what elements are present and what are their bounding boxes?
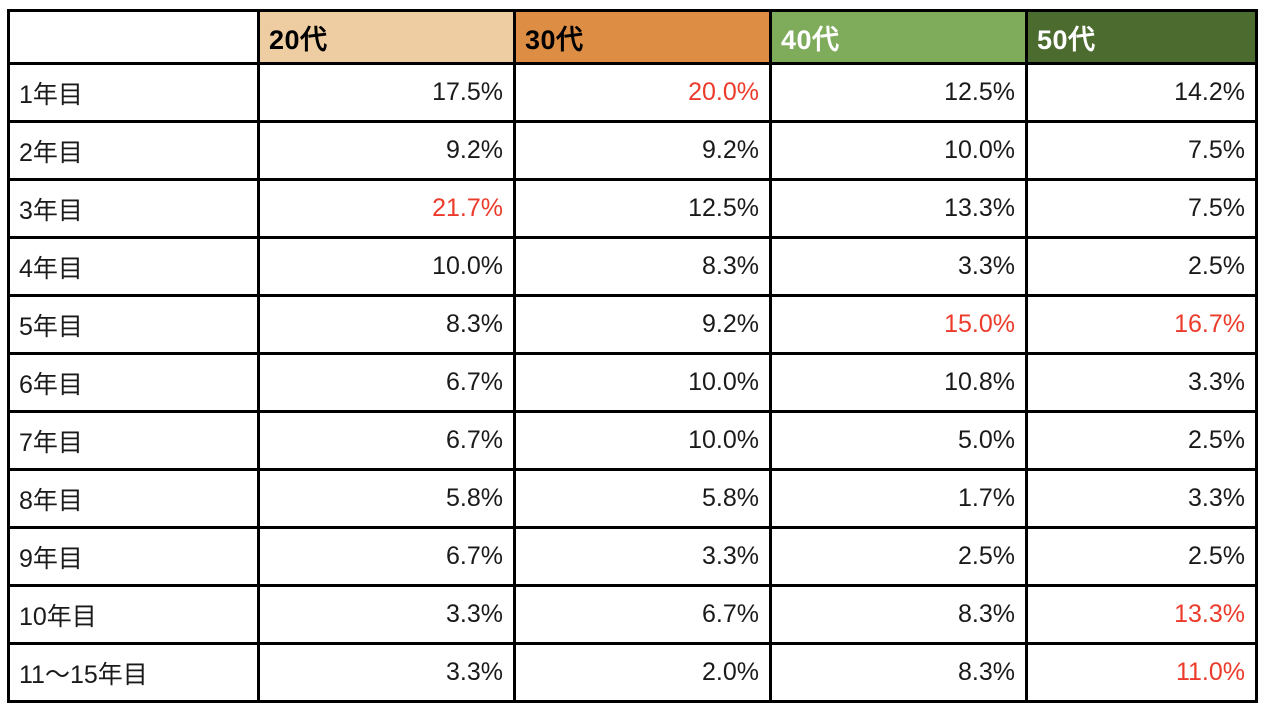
value-cell: 9.2% <box>257 120 516 181</box>
table-row: 9年目 6.7% 3.3% 2.5% 2.5% <box>7 526 1258 587</box>
row-label: 2年目 <box>7 120 260 181</box>
value-cell: 2.5% <box>1025 410 1258 471</box>
row-label: 6年目 <box>7 352 260 413</box>
value-cell: 5.0% <box>769 410 1028 471</box>
header-row: 20代 30代 40代 50代 <box>7 9 1258 65</box>
age-tenure-percentage-table: 20代 30代 40代 50代 1年目 17.5% 20.0% 12.5% 14.2% 2年目 9… <box>7 9 1258 703</box>
value-cell: 2.5% <box>1025 526 1258 587</box>
value-cell: 2.5% <box>769 526 1028 587</box>
table-row: 1年目 17.5% 20.0% 12.5% 14.2% <box>7 62 1258 123</box>
value-cell: 10.0% <box>769 120 1028 181</box>
value-cell: 5.8% <box>513 468 772 529</box>
value-cell: 12.5% <box>769 62 1028 123</box>
row-label: 7年目 <box>7 410 260 471</box>
value-cell: 17.5% <box>257 62 516 123</box>
value-cell: 20.0% <box>513 62 772 123</box>
value-cell: 9.2% <box>513 294 772 355</box>
table-row: 8年目 5.8% 5.8% 1.7% 3.3% <box>7 468 1258 529</box>
value-cell: 16.7% <box>1025 294 1258 355</box>
value-cell: 8.3% <box>257 294 516 355</box>
value-cell: 3.3% <box>1025 352 1258 413</box>
value-cell: 15.0% <box>769 294 1028 355</box>
value-cell: 10.0% <box>513 352 772 413</box>
value-cell: 10.0% <box>257 236 516 297</box>
value-cell: 6.7% <box>257 410 516 471</box>
value-cell: 3.3% <box>1025 468 1258 529</box>
value-cell: 13.3% <box>1025 584 1258 645</box>
table-row: 10年目 3.3% 6.7% 8.3% 13.3% <box>7 584 1258 645</box>
corner-cell <box>7 9 260 65</box>
value-cell: 1.7% <box>769 468 1028 529</box>
table-row: 5年目 8.3% 9.2% 15.0% 16.7% <box>7 294 1258 355</box>
value-cell: 6.7% <box>513 584 772 645</box>
table-row: 6年目 6.7% 10.0% 10.8% 3.3% <box>7 352 1258 413</box>
value-cell: 13.3% <box>769 178 1028 239</box>
value-cell: 6.7% <box>257 352 516 413</box>
column-header-20代: 20代 <box>257 9 516 65</box>
value-cell: 21.7% <box>257 178 516 239</box>
table-row: 11〜15年目 3.3% 2.0% 8.3% 11.0% <box>7 642 1258 703</box>
value-cell: 2.5% <box>1025 236 1258 297</box>
value-cell: 10.8% <box>769 352 1028 413</box>
value-cell: 2.0% <box>513 642 772 703</box>
row-label: 8年目 <box>7 468 260 529</box>
row-label: 5年目 <box>7 294 260 355</box>
column-header-50代: 50代 <box>1025 9 1258 65</box>
value-cell: 14.2% <box>1025 62 1258 123</box>
value-cell: 3.3% <box>257 642 516 703</box>
value-cell: 8.3% <box>769 642 1028 703</box>
value-cell: 10.0% <box>513 410 772 471</box>
table-row: 4年目 10.0% 8.3% 3.3% 2.5% <box>7 236 1258 297</box>
value-cell: 3.3% <box>513 526 772 587</box>
row-label: 1年目 <box>7 62 260 123</box>
row-label: 3年目 <box>7 178 260 239</box>
value-cell: 9.2% <box>513 120 772 181</box>
value-cell: 12.5% <box>513 178 772 239</box>
value-cell: 3.3% <box>257 584 516 645</box>
column-header-30代: 30代 <box>513 9 772 65</box>
row-label: 9年目 <box>7 526 260 587</box>
value-cell: 11.0% <box>1025 642 1258 703</box>
value-cell: 7.5% <box>1025 178 1258 239</box>
row-label: 10年目 <box>7 584 260 645</box>
value-cell: 7.5% <box>1025 120 1258 181</box>
table-row: 2年目 9.2% 9.2% 10.0% 7.5% <box>7 120 1258 181</box>
row-label: 4年目 <box>7 236 260 297</box>
value-cell: 6.7% <box>257 526 516 587</box>
value-cell: 5.8% <box>257 468 516 529</box>
table-row: 7年目 6.7% 10.0% 5.0% 2.5% <box>7 410 1258 471</box>
value-cell: 8.3% <box>513 236 772 297</box>
table-row: 3年目 21.7% 12.5% 13.3% 7.5% <box>7 178 1258 239</box>
table-body: 1年目 17.5% 20.0% 12.5% 14.2% 2年目 9.2% 9.2% 10.0% 7… <box>7 62 1258 703</box>
value-cell: 8.3% <box>769 584 1028 645</box>
row-label: 11〜15年目 <box>7 642 260 703</box>
column-header-40代: 40代 <box>769 9 1028 65</box>
value-cell: 3.3% <box>769 236 1028 297</box>
